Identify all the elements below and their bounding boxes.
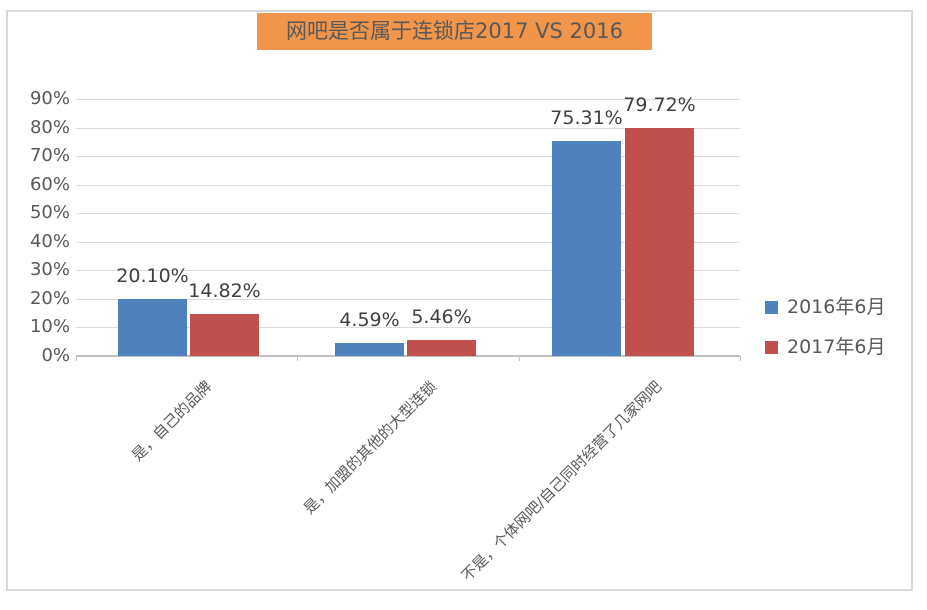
legend-label-2017: 2017年6月 bbox=[787, 336, 886, 358]
y-axis-label-30%: 30% bbox=[29, 259, 70, 281]
legend-item-2016: 2016年6月 bbox=[765, 296, 885, 318]
gridline-70% bbox=[76, 156, 740, 158]
bar-series0-cat2 bbox=[552, 140, 621, 356]
gridline-10% bbox=[76, 327, 740, 329]
x-axis-line bbox=[76, 355, 740, 357]
legend-item-2017: 2017年6月 bbox=[765, 336, 885, 358]
y-axis-label-20%: 20% bbox=[29, 287, 70, 309]
bar-series1-cat1 bbox=[407, 340, 476, 356]
y-axis-label-70%: 70% bbox=[29, 145, 70, 167]
chart-border-frame: 网吧是否属于连锁店2017 VS 2016 0% 10% 20% 30% 40% 50% 6… bbox=[6, 10, 913, 591]
value-label-series0-cat1: 4.59% bbox=[339, 308, 400, 331]
value-label-series1-cat0: 14.82% bbox=[188, 279, 261, 302]
legend-swatch-2016 bbox=[765, 300, 778, 314]
value-label-series1-cat1: 5.46% bbox=[411, 306, 472, 329]
y-axis-label-40%: 40% bbox=[29, 230, 70, 252]
legend-swatch-2017 bbox=[765, 340, 778, 354]
y-axis-label-50%: 50% bbox=[29, 202, 70, 224]
gridline-30% bbox=[76, 270, 740, 272]
gridline-20% bbox=[76, 298, 740, 300]
bar-series0-cat1 bbox=[335, 342, 404, 356]
x-axis-tick-1 bbox=[297, 356, 299, 361]
category-label-1: 是，加盟的其他的大型连锁 bbox=[300, 377, 441, 518]
x-axis-tick-3 bbox=[740, 356, 741, 361]
legend: 2016年6月 2017年6月 bbox=[765, 296, 885, 376]
gridline-40% bbox=[76, 241, 740, 243]
gridline-50% bbox=[76, 213, 740, 215]
value-label-series0-cat2: 75.31% bbox=[550, 106, 623, 129]
bar-series1-cat2 bbox=[625, 128, 694, 356]
legend-label-2016: 2016年6月 bbox=[787, 296, 886, 318]
y-axis-label-60%: 60% bbox=[29, 173, 70, 195]
bar-series0-cat0 bbox=[118, 298, 187, 356]
y-axis-label-0%: 0% bbox=[41, 345, 70, 366]
value-label-series1-cat2: 79.72% bbox=[623, 94, 696, 117]
gridline-80% bbox=[76, 127, 740, 129]
x-axis-tick-0 bbox=[76, 356, 77, 361]
y-axis-label-10%: 10% bbox=[29, 316, 70, 338]
value-label-series0-cat0: 20.10% bbox=[116, 264, 189, 287]
gridline-60% bbox=[76, 184, 740, 186]
x-axis-tick-2 bbox=[518, 356, 520, 361]
category-label-2: 不是，个体网吧/自己同时经营了几家网吧 bbox=[457, 377, 666, 585]
gridline-90% bbox=[76, 98, 740, 100]
y-axis-label-80%: 80% bbox=[29, 116, 70, 138]
y-axis-label-90%: 90% bbox=[29, 87, 70, 109]
bar-series1-cat0 bbox=[190, 313, 259, 356]
category-label-0: 是，自己的品牌 bbox=[128, 377, 216, 465]
chart-title: 网吧是否属于连锁店2017 VS 2016 bbox=[257, 13, 652, 50]
